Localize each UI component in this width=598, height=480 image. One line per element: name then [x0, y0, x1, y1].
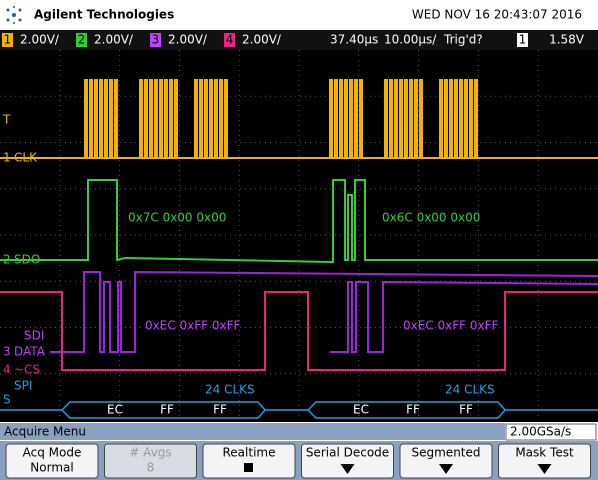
clk-trace — [0, 79, 598, 159]
softkey[interactable] — [104, 443, 197, 479]
decode-byte: FF — [213, 403, 227, 417]
channel-scale: 2.00V/ — [20, 33, 60, 47]
softkey[interactable] — [498, 443, 591, 479]
sdo-trace — [0, 179, 598, 263]
delay: 37.40µs — [330, 33, 378, 47]
decode-clks: 24 CLKS — [445, 383, 495, 397]
logo — [6, 6, 22, 24]
softkey-arrow — [340, 464, 355, 474]
channel-badge — [224, 33, 235, 47]
softkey[interactable] — [202, 443, 296, 479]
cs-label: ~CS — [14, 363, 40, 377]
decode-byte: EC — [107, 403, 123, 417]
trigger-source: 1 — [519, 33, 527, 47]
softkey-label: Realtime — [223, 446, 276, 460]
grid — [0, 50, 598, 420]
channel-badge — [76, 33, 87, 47]
channel-badge — [150, 33, 161, 47]
sample-rate: 2.00GSa/s — [510, 425, 571, 439]
bus-trace — [0, 401, 598, 419]
decode-clks: 24 CLKS — [205, 383, 255, 397]
channel-number: 3 — [152, 33, 160, 47]
menu-title-bar — [0, 423, 505, 440]
data-num: 3 — [3, 345, 11, 359]
data-label: DATA — [14, 345, 46, 359]
softkey[interactable] — [399, 443, 493, 479]
sdo-annotation: 0x7C 0x00 0x00 — [128, 211, 226, 225]
data-annotation: 0xEC 0xFF 0xFF — [403, 319, 499, 333]
channel-number: 1 — [4, 33, 12, 47]
channel-scale: 2.00V/ — [242, 33, 282, 47]
clk-num: 1 — [3, 151, 11, 165]
waveforms — [0, 79, 598, 419]
sdi-label: SDI — [24, 329, 44, 343]
softkey-label: # Avgs — [129, 446, 171, 460]
sample-rate-box — [505, 423, 597, 441]
softkey-arrow — [439, 464, 453, 474]
channel-number: 4 — [226, 33, 234, 47]
header-bg — [0, 0, 598, 30]
softkey[interactable] — [5, 443, 99, 479]
datetime: WED NOV 16 20:43:07 2016 — [412, 8, 582, 22]
channel-scale: 2.00V/ — [94, 33, 134, 47]
softkey-label: Mask Test — [515, 446, 574, 460]
data-trace-2 — [330, 280, 598, 353]
channel-number: 2 — [78, 33, 86, 47]
softkey-label: Acq Mode — [23, 446, 82, 460]
spi-label: SPI — [14, 379, 32, 393]
decode-byte: FF — [406, 403, 420, 417]
channel-badge — [2, 33, 13, 47]
trigger-level: 1.58V — [549, 33, 585, 47]
clk-label: CLK — [14, 151, 38, 165]
softkey-arrow — [537, 464, 552, 474]
decode-byte: EC — [353, 403, 369, 417]
menu-title: Acquire Menu — [4, 425, 86, 439]
brand: Agilent Technologies — [34, 8, 174, 22]
sdo-num: 2 — [3, 253, 11, 267]
trigger-badge — [517, 33, 528, 47]
channel-scale: 2.00V/ — [168, 33, 208, 47]
timebase: 10.00µs/ — [384, 33, 437, 47]
softkey-icon — [244, 463, 253, 472]
softkey-value: Normal — [30, 461, 73, 475]
trigger-marker: T — [2, 113, 11, 127]
decode-byte: FF — [459, 403, 473, 417]
cs-num: 4 — [3, 363, 11, 377]
sdo-annotation: 0x6C 0x00 0x00 — [382, 211, 480, 225]
sdo-label: SDO — [14, 253, 40, 267]
bus-marker: S — [3, 393, 11, 407]
softkey[interactable] — [301, 443, 394, 479]
softkey-value: 8 — [147, 461, 155, 475]
status-bar — [0, 30, 598, 50]
softkey-label: Serial Decode — [306, 446, 389, 460]
trigger-status: Trig'd? — [443, 33, 483, 47]
softkey-label: Segmented — [412, 446, 481, 460]
data-annotation: 0xEC 0xFF 0xFF — [145, 319, 241, 333]
decode-byte: FF — [160, 403, 174, 417]
cs-trace — [0, 291, 598, 371]
data-trace — [50, 270, 598, 353]
